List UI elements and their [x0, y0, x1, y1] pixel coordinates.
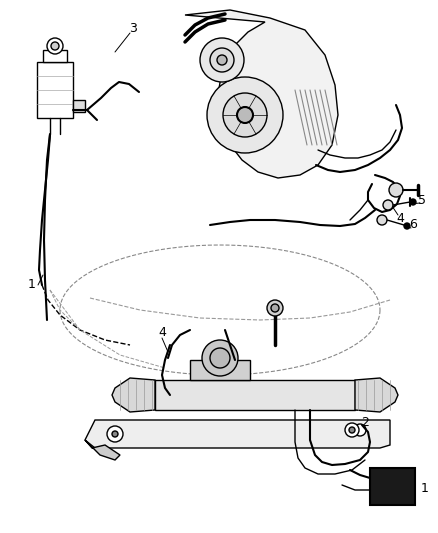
Text: 2: 2: [361, 416, 369, 429]
Text: 4: 4: [396, 212, 404, 224]
Text: 5: 5: [418, 193, 426, 206]
Circle shape: [207, 77, 283, 153]
Polygon shape: [112, 378, 155, 412]
Circle shape: [217, 55, 227, 65]
Circle shape: [51, 42, 59, 50]
Circle shape: [383, 200, 393, 210]
Polygon shape: [85, 440, 120, 460]
Circle shape: [202, 340, 238, 376]
Polygon shape: [355, 378, 398, 412]
Circle shape: [404, 223, 410, 229]
Polygon shape: [370, 468, 415, 505]
Text: 4: 4: [158, 327, 166, 340]
Polygon shape: [185, 10, 338, 178]
Circle shape: [237, 107, 253, 123]
Text: 1: 1: [421, 481, 429, 495]
Polygon shape: [85, 420, 390, 448]
Circle shape: [271, 304, 279, 312]
Text: 1: 1: [28, 279, 36, 292]
Polygon shape: [37, 62, 73, 118]
Circle shape: [267, 300, 283, 316]
Text: 6: 6: [409, 219, 417, 231]
Circle shape: [112, 431, 118, 437]
Circle shape: [107, 426, 123, 442]
Circle shape: [389, 183, 403, 197]
Circle shape: [354, 424, 366, 436]
Polygon shape: [155, 380, 355, 410]
Text: 3: 3: [129, 21, 137, 35]
Circle shape: [349, 427, 355, 433]
Circle shape: [345, 423, 359, 437]
Circle shape: [377, 215, 387, 225]
Circle shape: [210, 48, 234, 72]
Circle shape: [200, 38, 244, 82]
Polygon shape: [43, 50, 67, 62]
Circle shape: [223, 93, 267, 137]
Circle shape: [210, 348, 230, 368]
Polygon shape: [73, 100, 85, 112]
Polygon shape: [190, 360, 250, 380]
Circle shape: [410, 199, 416, 205]
Circle shape: [47, 38, 63, 54]
